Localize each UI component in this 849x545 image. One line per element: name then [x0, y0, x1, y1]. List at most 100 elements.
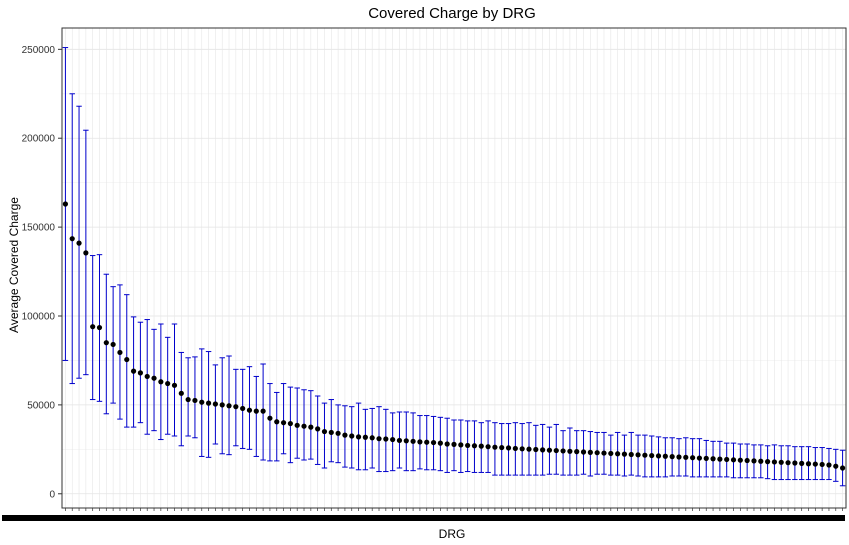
- data-point: [178, 390, 184, 396]
- data-point: [83, 250, 89, 256]
- data-point: [90, 324, 96, 330]
- error-bar: [185, 357, 191, 437]
- data-point: [335, 430, 341, 436]
- data-point: [751, 458, 757, 464]
- data-point: [294, 422, 300, 428]
- data-point: [710, 456, 716, 462]
- data-point: [785, 460, 791, 466]
- data-point: [280, 420, 287, 426]
- data-point: [124, 356, 130, 363]
- data-point: [771, 459, 778, 465]
- y-axis-title: Average Covered Charge: [7, 197, 21, 333]
- data-point: [690, 455, 696, 461]
- data-point: [287, 420, 293, 427]
- data-point: [805, 461, 812, 467]
- data-point: [430, 439, 437, 446]
- data-point: [246, 407, 253, 413]
- data-point: [410, 438, 416, 444]
- data-point: [369, 435, 375, 441]
- data-point: [240, 405, 246, 412]
- data-point: [362, 434, 368, 440]
- error-bar: [171, 323, 178, 437]
- data-point: [355, 434, 362, 440]
- data-point: [171, 382, 178, 388]
- data-point: [812, 461, 818, 467]
- data-point: [185, 396, 191, 403]
- data-point: [103, 340, 109, 346]
- data-point: [376, 436, 382, 442]
- data-point: [778, 459, 784, 465]
- data-point: [519, 446, 525, 452]
- data-point: [615, 451, 621, 457]
- data-point: [451, 441, 457, 447]
- data-point: [301, 423, 307, 429]
- data-point: [601, 450, 607, 456]
- data-point: [444, 441, 450, 447]
- chart-title: Covered Charge by DRG: [368, 5, 536, 22]
- data-point: [724, 456, 730, 463]
- data-point: [669, 454, 675, 460]
- data-point: [458, 442, 464, 448]
- error-bar: [274, 391, 280, 462]
- data-point: [799, 460, 805, 466]
- data-point: [424, 439, 430, 445]
- data-point: [437, 440, 443, 446]
- data-point: [471, 443, 478, 449]
- y-tick-label: 150000: [22, 223, 56, 234]
- data-point: [144, 373, 150, 380]
- x-axis: [2, 508, 845, 521]
- data-point: [117, 349, 123, 356]
- data-point: [553, 447, 559, 454]
- data-point: [594, 450, 600, 456]
- data-point: [676, 454, 682, 460]
- data-point: [730, 457, 737, 463]
- data-point: [540, 447, 546, 453]
- data-point: [165, 380, 171, 387]
- data-point: [819, 461, 825, 468]
- data-point: [560, 448, 566, 454]
- data-point: [533, 446, 539, 453]
- data-point: [505, 445, 512, 451]
- y-tick-label: 50000: [27, 400, 55, 411]
- data-point: [137, 370, 143, 376]
- data-point: [608, 450, 614, 457]
- data-point: [253, 408, 259, 414]
- data-point: [226, 403, 232, 409]
- error-bar: [178, 351, 185, 447]
- data-point: [737, 457, 743, 463]
- data-point: [349, 433, 355, 439]
- data-point: [703, 455, 709, 461]
- y-axis: 0 50000 100000 150000 200000 250000: [22, 45, 62, 500]
- data-point: [574, 449, 580, 455]
- data-point: [219, 402, 225, 408]
- data-point: [662, 453, 668, 459]
- data-point: [546, 447, 553, 453]
- data-point: [158, 379, 164, 385]
- data-point: [465, 442, 471, 449]
- x-axis-title: DRG: [439, 527, 466, 541]
- data-point: [635, 452, 641, 458]
- y-tick-label: 250000: [22, 45, 56, 56]
- error-bar: [192, 356, 198, 439]
- data-point: [683, 454, 689, 460]
- error-bar: [280, 383, 287, 455]
- data-point: [383, 436, 389, 442]
- data-point: [839, 465, 846, 471]
- data-point: [744, 457, 750, 464]
- data-point: [342, 432, 348, 438]
- error-bar: [321, 402, 328, 469]
- data-point: [328, 429, 334, 436]
- y-tick-label: 200000: [22, 134, 56, 145]
- x-tick-labels-overlap: [2, 515, 845, 521]
- data-point: [485, 444, 491, 450]
- data-point: [492, 444, 498, 450]
- data-point: [758, 458, 764, 464]
- data-point: [765, 459, 771, 465]
- data-point: [321, 428, 328, 435]
- data-point: [587, 449, 593, 455]
- data-point: [628, 451, 634, 458]
- data-point: [212, 401, 218, 407]
- data-point: [833, 463, 839, 469]
- data-point: [621, 451, 628, 457]
- data-point: [826, 462, 832, 468]
